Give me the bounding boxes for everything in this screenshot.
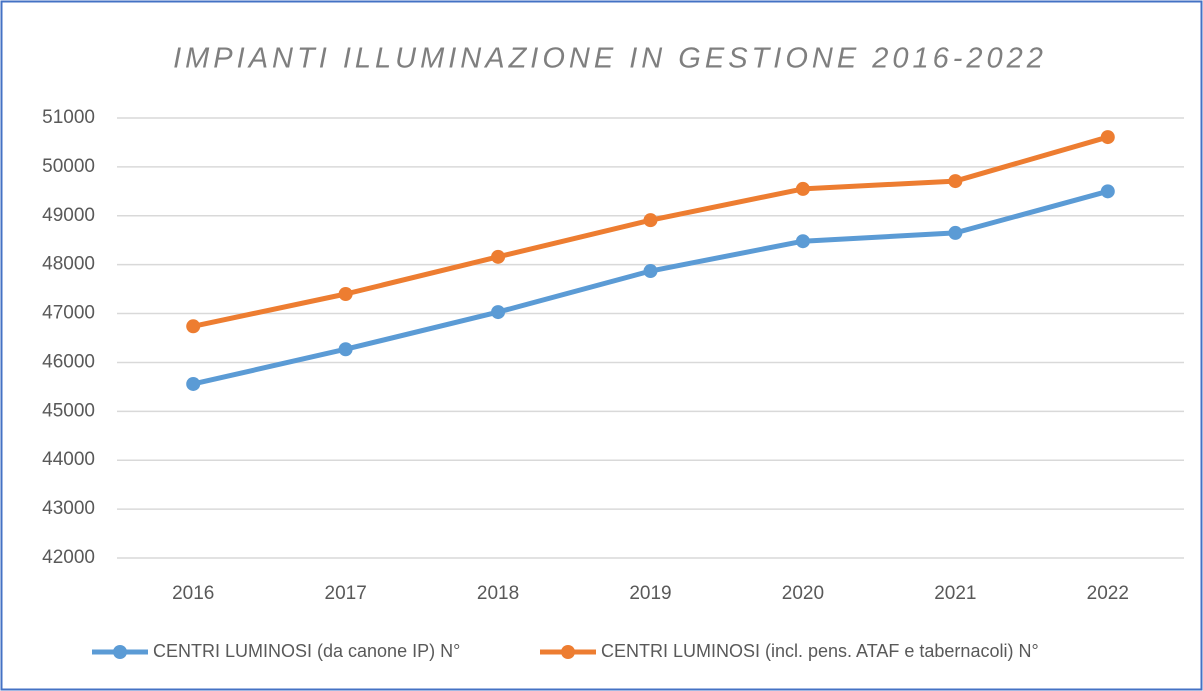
y-tick-label: 51000 [42, 107, 95, 128]
grid: 42000 43000 44000 45000 46000 47000 48000 49000… [42, 107, 1184, 604]
data-point [491, 305, 506, 320]
x-tick-label: 2022 [1087, 583, 1129, 604]
y-tick-label: 44000 [42, 449, 95, 470]
y-tick-label: 50000 [42, 156, 95, 177]
data-point [338, 342, 353, 357]
y-tick-label: 45000 [42, 400, 95, 421]
legend-marker [561, 645, 575, 659]
y-tick-label: 43000 [42, 498, 95, 519]
x-tick-label: 2017 [325, 583, 367, 604]
x-tick-label: 2020 [782, 583, 824, 604]
data-point [795, 181, 810, 196]
data-point [1100, 184, 1115, 199]
data-point [795, 234, 810, 249]
legend-label: CENTRI LUMINOSI (incl. pens. ATAF e tabe… [601, 641, 1039, 661]
y-tick-label: 49000 [42, 205, 95, 226]
data-point [491, 249, 506, 264]
data-point [338, 287, 353, 301]
data-point [948, 225, 963, 240]
legend-label: CENTRI LUMINOSI (da canone IP) N° [153, 641, 460, 661]
legend-marker [113, 645, 127, 659]
y-tick-label: 47000 [42, 303, 95, 324]
chart-title: IMPIANTI ILLUMINAZIONE IN GESTIONE 2016-… [173, 43, 1047, 75]
y-tick-label: 42000 [42, 547, 95, 568]
x-tick-label: 2021 [934, 583, 976, 604]
data-point [1100, 130, 1115, 145]
y-tick-label: 48000 [42, 254, 95, 275]
x-tick-label: 2016 [172, 583, 214, 604]
legend: CENTRI LUMINOSI (da canone IP) N° CENTRI … [92, 641, 1039, 661]
y-tick-label: 46000 [42, 351, 95, 372]
x-tick-label: 2018 [477, 583, 519, 604]
plot [186, 130, 1115, 391]
data-point [643, 213, 658, 228]
data-point [186, 319, 201, 334]
x-tick-label: 2019 [629, 583, 671, 604]
data-point [643, 264, 658, 279]
data-point [948, 174, 963, 189]
data-point [186, 376, 201, 391]
